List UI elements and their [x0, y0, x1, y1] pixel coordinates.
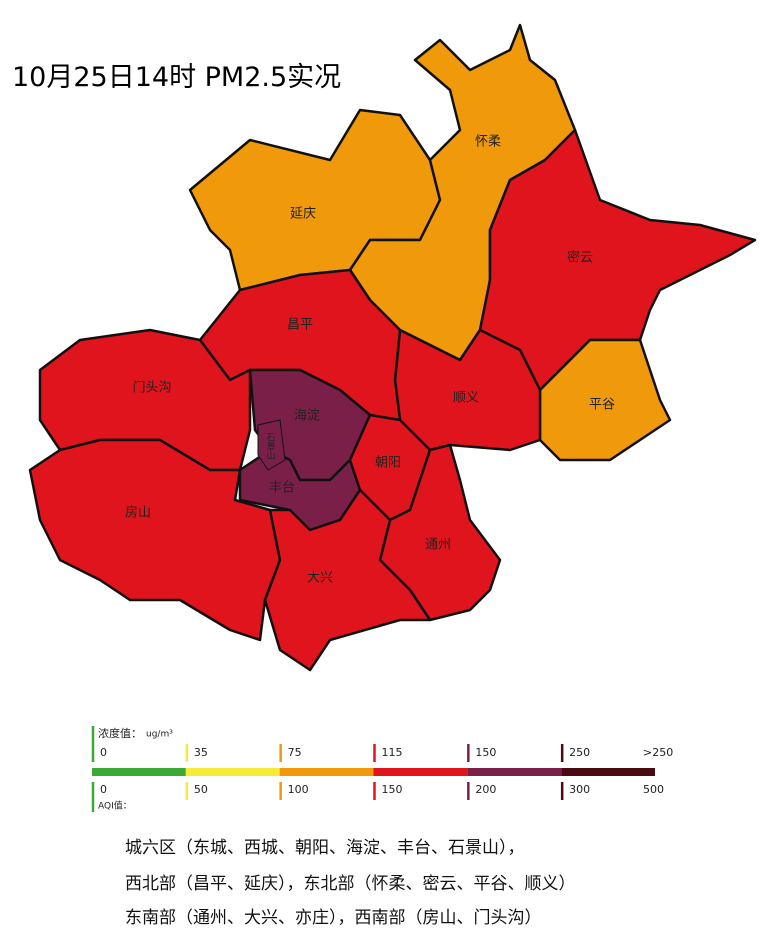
note: 西北部（昌平、延庆），东北部（怀柔、密云、平谷、顺义） — [125, 874, 576, 894]
district-label: 怀柔 — [475, 135, 501, 150]
note: 城六区（东城、西城、朝阳、海淀、丰台、石景山）， — [125, 838, 525, 858]
district-label: 大兴 — [307, 571, 333, 586]
notes: 城六区（东城、西城、朝阳、海淀、丰台、石景山）， 西北部（昌平、延庆），东北部（… — [125, 838, 576, 928]
aqi-label: 300 — [569, 783, 590, 796]
district — [263, 488, 432, 672]
district-label: 海淀 — [294, 409, 320, 424]
concentration-label: 0 — [100, 746, 107, 759]
district-label: 顺义 — [453, 391, 479, 406]
district-label: 石景山 — [265, 433, 276, 460]
district-label: 延庆 — [290, 207, 316, 222]
aqi-label: 500 — [643, 783, 664, 796]
scale-segment — [279, 768, 374, 776]
district-label: 通州 — [425, 538, 451, 553]
legend-unit: ug/m³ — [146, 730, 173, 740]
district-label: 平谷 — [589, 398, 615, 413]
scale-segment — [467, 768, 562, 776]
concentration-label: 250 — [569, 746, 590, 759]
district-label: 昌平 — [287, 318, 313, 333]
legend: 浓度值： ug/m³ AQI值： 0 0 35 50 75 100 115 150 150 200… — [91, 726, 673, 812]
scale-segment — [373, 768, 468, 776]
district-labels: 延庆 怀柔 密云 平谷 顺义 昌平 门头沟 房山 海淀 丰台 朝阳 通州 大兴 … — [125, 135, 615, 586]
title: 10月25日14时 PM2.5实况 — [12, 62, 341, 93]
concentration-label: 115 — [382, 746, 403, 759]
district-label: 朝阳 — [375, 456, 401, 471]
concentration-label: >250 — [643, 746, 673, 759]
concentration-label: 150 — [475, 746, 496, 759]
concentration-label: 75 — [288, 746, 302, 759]
aqi-label: 0 — [100, 783, 107, 796]
note: 东南部（通州、大兴、亦庄），西南部（房山、门头沟） — [125, 908, 542, 928]
concentration-label: 35 — [194, 746, 208, 759]
district-label: 密云 — [567, 250, 593, 266]
aqi-label: 200 — [475, 783, 496, 796]
scale-segment — [92, 768, 186, 776]
district — [257, 419, 286, 471]
district-label: 房山 — [125, 505, 151, 521]
aqi-label: 50 — [194, 783, 208, 796]
scale-segment — [185, 768, 280, 776]
district-label: 丰台 — [269, 481, 295, 496]
scale-segment — [561, 768, 655, 776]
aqi-label: 150 — [382, 783, 403, 796]
legend-title: AQI值： — [98, 800, 132, 812]
legend-title: 浓度值： — [98, 726, 142, 740]
aqi-label: 100 — [288, 783, 309, 796]
map — [28, 23, 757, 672]
district-label: 门头沟 — [132, 381, 171, 396]
